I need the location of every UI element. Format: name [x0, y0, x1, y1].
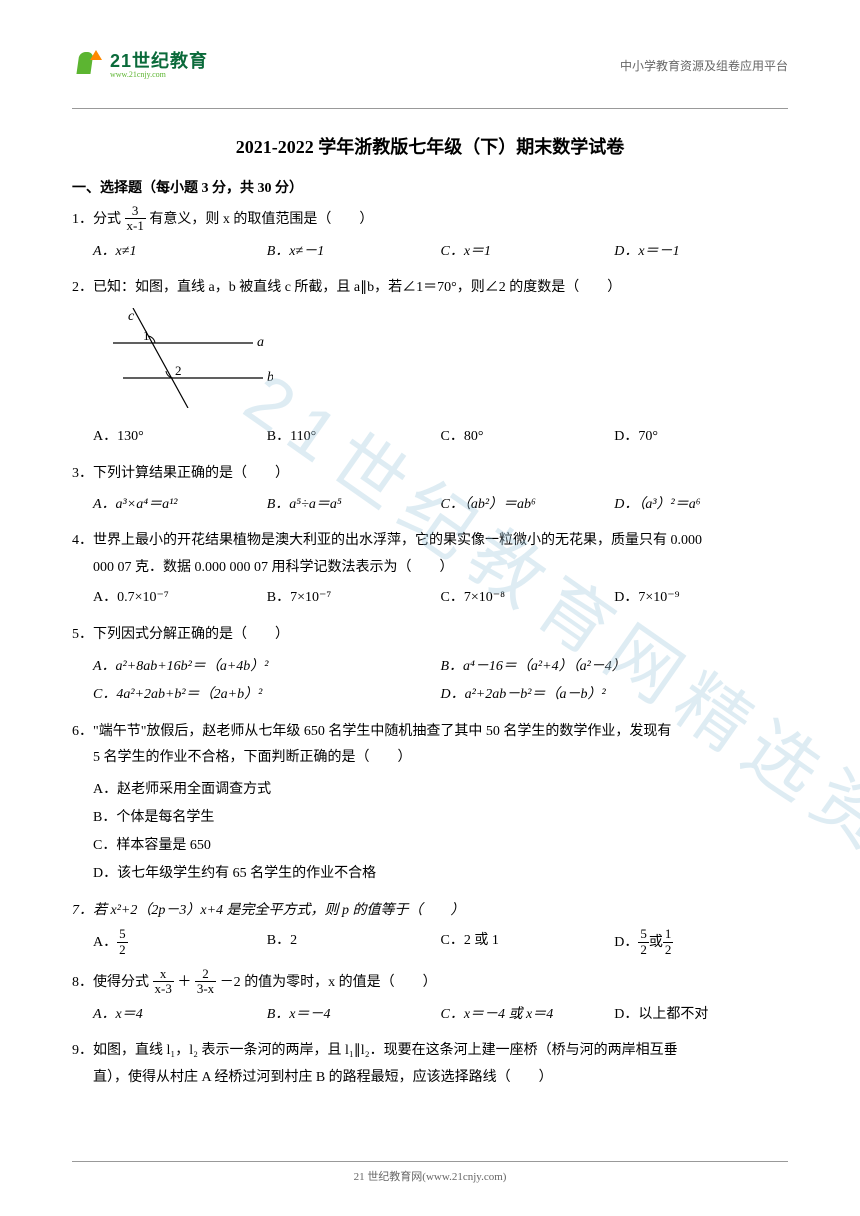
q5-opt-a: A．a²+8ab+16b²＝（a+4b）²: [93, 653, 441, 681]
question-8: 8．使得分式 xx-3 ＋ 23-x －2 的值为零时，x 的值是（ ） A．x…: [72, 968, 788, 1028]
question-3: 3．下列计算结果正确的是（ ） A．a³×a⁴＝a¹² B．a⁵÷a＝a⁵ C．…: [72, 461, 788, 518]
q3-opt-b: B．a⁵÷a＝a⁵: [267, 492, 441, 519]
q6-opt-b: B．个体是每名学生: [93, 804, 788, 832]
q8-opt-a: A．x＝4: [93, 1002, 267, 1029]
q4-opt-b: B．7×10⁻⁷: [267, 585, 441, 612]
q7-stem: 7．若 x²+2（2p－3）x+4 是完全平方式，则 p 的值等于（ ）: [72, 898, 788, 925]
q5-opt-c: C．4a²+2ab+b²＝（2a+b）²: [93, 681, 441, 709]
q3-opt-c: C．（ab²）＝ab⁶: [441, 492, 615, 519]
q8-stem-b: 的值为零时，x 的值是（ ）: [244, 975, 437, 990]
question-1: 1．分式 3x-1 有意义，则 x 的取值范围是（ ） A．x≠1 B．x≠－1…: [72, 205, 788, 265]
q8-opt-c: C．x＝－4 或 x＝4: [441, 1002, 615, 1029]
header-right-text: 中小学教育资源及组卷应用平台: [620, 57, 788, 74]
q2-opt-c: C．80°: [441, 424, 615, 451]
svg-text:b: b: [267, 370, 273, 385]
q4-opt-d: D．7×10⁻⁹: [614, 585, 788, 612]
page-footer: 21 世纪教育网(www.21cnjy.com): [72, 1161, 788, 1184]
header-divider: [72, 108, 788, 109]
q5-stem: 5．下列因式分解正确的是（ ）: [72, 622, 788, 649]
q1-stem-b: 有意义，则 x 的取值范围是（ ）: [149, 212, 373, 227]
svg-text:2: 2: [175, 363, 182, 378]
q9-stem1: 9．如图，直线 l₁，l₂ 表示一条河的两岸，且 l₁∥l₂．现要在这条河上建一…: [72, 1038, 788, 1065]
q2-opt-a: A．130°: [93, 424, 267, 451]
q6-stem1: 6．"端午节"放假后，赵老师从七年级 650 名学生中随机抽查了其中 50 名学…: [72, 719, 788, 746]
q8-opt-b: B．x＝－4: [267, 1002, 441, 1029]
q1-opt-d: D．x＝－1: [614, 239, 788, 266]
q1-stem-a: 1．分式: [72, 212, 121, 227]
svg-text:1: 1: [143, 328, 150, 343]
q5-opt-b: B．a⁴－16＝（a²+4）（a²－4）: [441, 653, 789, 681]
q5-opt-d: D．a²+2ab－b²＝（a－b）²: [441, 681, 789, 709]
q6-opt-a: A．赵老师采用全面调查方式: [93, 776, 788, 804]
section-header: 一、选择题（每小题 3 分，共 30 分）: [72, 177, 788, 197]
q8-frac1: xx-3: [153, 967, 174, 997]
svg-text:a: a: [257, 335, 264, 350]
q6-opt-d: D．该七年级学生约有 65 名学生的作业不合格: [93, 860, 788, 888]
logo-title: 21世纪教育: [110, 52, 208, 70]
q2-stem: 2．已知：如图，直线 a，b 被直线 c 所截，且 a∥b，若∠1＝70°，则∠…: [72, 275, 788, 302]
question-4: 4．世界上最小的开花结果植物是澳大利亚的出水浮萍，它的果实像一粒微小的无花果，质…: [72, 528, 788, 612]
question-5: 5．下列因式分解正确的是（ ） A．a²+8ab+16b²＝（a+4b）² B．…: [72, 622, 788, 709]
exam-title: 2021-2022 学年浙教版七年级（下）期末数学试卷: [72, 133, 788, 159]
question-9: 9．如图，直线 l₁，l₂ 表示一条河的两岸，且 l₁∥l₂．现要在这条河上建一…: [72, 1038, 788, 1091]
q3-opt-a: A．a³×a⁴＝a¹²: [93, 492, 267, 519]
q2-opt-d: D．70°: [614, 424, 788, 451]
q6-stem2: 5 名学生的作业不合格，下面判断正确的是（ ）: [93, 745, 788, 772]
logo-icon: [72, 50, 106, 80]
q8-stem-a: 8．使得分式: [72, 975, 149, 990]
q1-fraction: 3x-1: [125, 204, 146, 234]
q1-opt-b: B．x≠－1: [267, 239, 441, 266]
q4-opt-c: C．7×10⁻⁸: [441, 585, 615, 612]
footer-text: 21 世纪教育网(www.21cnjy.com): [72, 1168, 788, 1184]
q3-stem: 3．下列计算结果正确的是（ ）: [72, 461, 788, 488]
q1-opt-a: A．x≠1: [93, 239, 267, 266]
q7-opt-b: B．2: [267, 928, 441, 958]
q9-stem2: 直），使得从村庄 A 经桥过河到村庄 B 的路程最短，应该选择路线（ ）: [93, 1065, 788, 1092]
q3-opt-d: D．（a³）²＝a⁶: [614, 492, 788, 519]
q7-opt-a: A．52: [93, 928, 267, 958]
q2-figure: c a b 1 2: [93, 308, 788, 419]
question-2: 2．已知：如图，直线 a，b 被直线 c 所截，且 a∥b，若∠1＝70°，则∠…: [72, 275, 788, 451]
logo: 21世纪教育 www.21cnjy.com: [72, 50, 208, 80]
q7-opt-c: C．2 或 1: [441, 928, 615, 958]
logo-sub: www.21cnjy.com: [110, 70, 208, 79]
q4-stem2: 000 07 克．数据 0.000 000 07 用科学记数法表示为（ ）: [93, 555, 788, 582]
q8-frac2: 23-x: [195, 967, 216, 997]
q4-stem1: 4．世界上最小的开花结果植物是澳大利亚的出水浮萍，它的果实像一粒微小的无花果，质…: [72, 528, 788, 555]
q7-opt-d: D．52或12: [614, 928, 788, 958]
q2-opt-b: B．110°: [267, 424, 441, 451]
q1-opt-c: C．x＝1: [441, 239, 615, 266]
page-header: 21世纪教育 www.21cnjy.com 中小学教育资源及组卷应用平台: [72, 50, 788, 80]
q8-opt-d: D．以上都不对: [614, 1002, 788, 1029]
svg-text:c: c: [128, 309, 135, 324]
q4-opt-a: A．0.7×10⁻⁷: [93, 585, 267, 612]
footer-divider: [72, 1161, 788, 1162]
question-7: 7．若 x²+2（2p－3）x+4 是完全平方式，则 p 的值等于（ ） A．5…: [72, 898, 788, 958]
question-6: 6．"端午节"放假后，赵老师从七年级 650 名学生中随机抽查了其中 50 名学…: [72, 719, 788, 888]
q6-opt-c: C．样本容量是 650: [93, 832, 788, 860]
